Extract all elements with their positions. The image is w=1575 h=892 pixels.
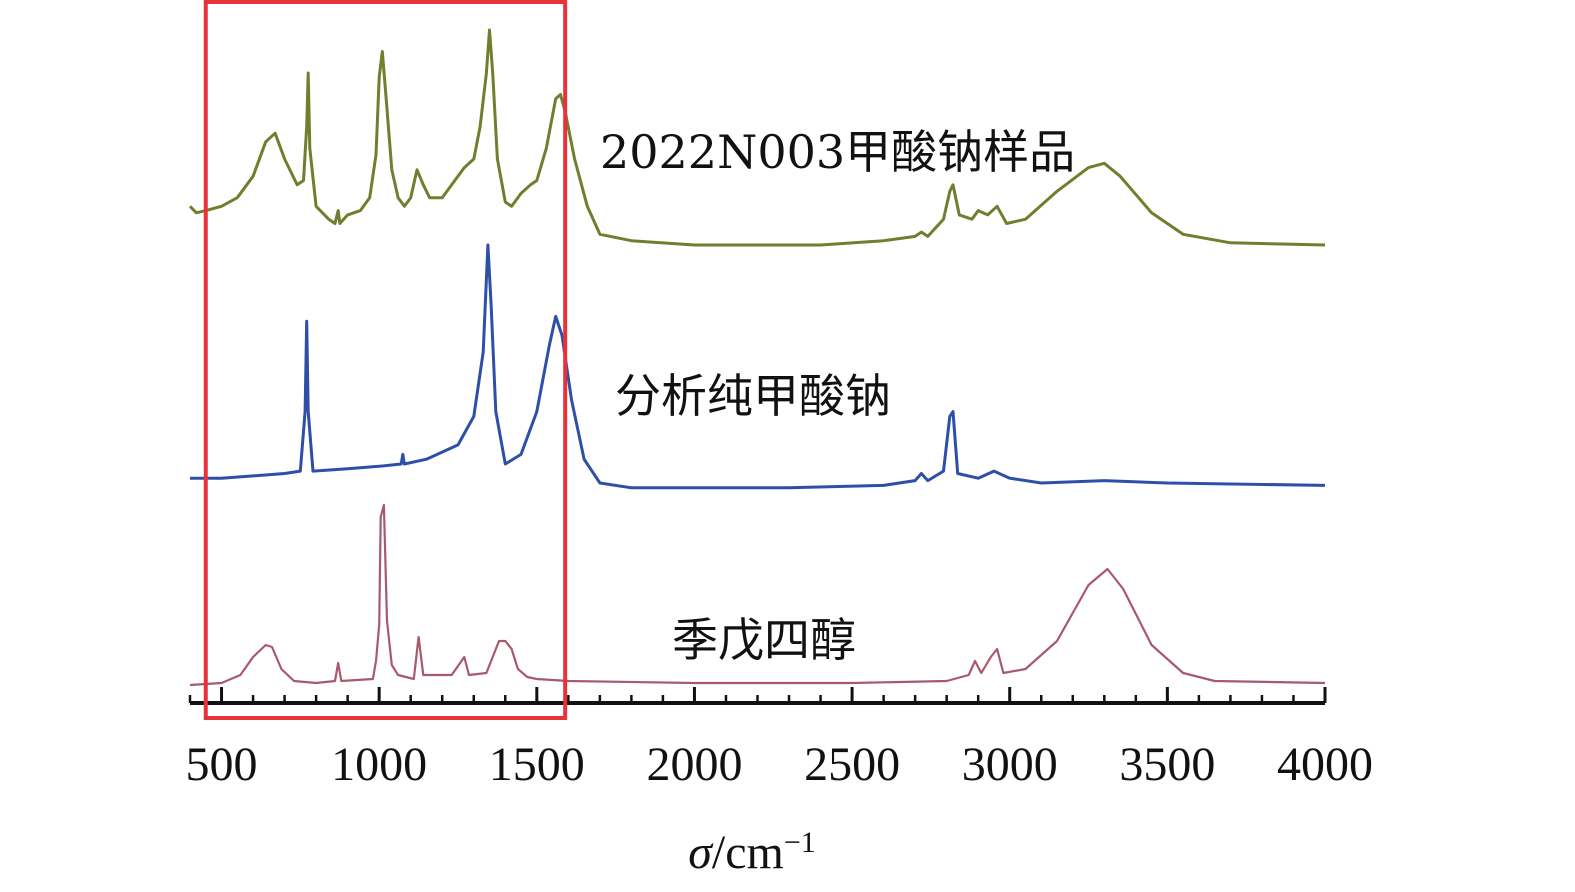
series-label-3: 季戊四醇 bbox=[672, 613, 856, 667]
series-line-1 bbox=[188, 28, 1326, 247]
x-axis-label-unit: /cm bbox=[712, 826, 784, 879]
series-label-1: 2022N003甲酸钠样品 bbox=[600, 125, 1075, 179]
series-line-2 bbox=[190, 243, 1326, 490]
x-axis: 500 1000 1500 2000 2500 3000 3500 4000 bbox=[186, 687, 1373, 791]
x-tick-label: 3500 bbox=[1119, 738, 1215, 791]
series-layer bbox=[188, 28, 1326, 687]
series-line-3 bbox=[189, 503, 1326, 687]
x-tick-label: 1500 bbox=[489, 738, 585, 791]
x-tick-label: 4000 bbox=[1277, 738, 1373, 791]
x-tick-label: 2000 bbox=[646, 738, 742, 791]
x-tick-label: 1000 bbox=[331, 738, 427, 791]
x-tick-label: 2500 bbox=[804, 738, 900, 791]
x-tick-label: 500 bbox=[186, 738, 258, 791]
x-axis-label-symbol: σ bbox=[688, 826, 714, 879]
series-label-2: 分析纯甲酸钠 bbox=[615, 369, 891, 423]
highlight-box bbox=[203, 0, 568, 720]
x-axis-label-exponent: −1 bbox=[784, 826, 816, 859]
x-axis-label: σ/cm−1 bbox=[688, 826, 816, 880]
x-tick-label: 3000 bbox=[962, 738, 1058, 791]
